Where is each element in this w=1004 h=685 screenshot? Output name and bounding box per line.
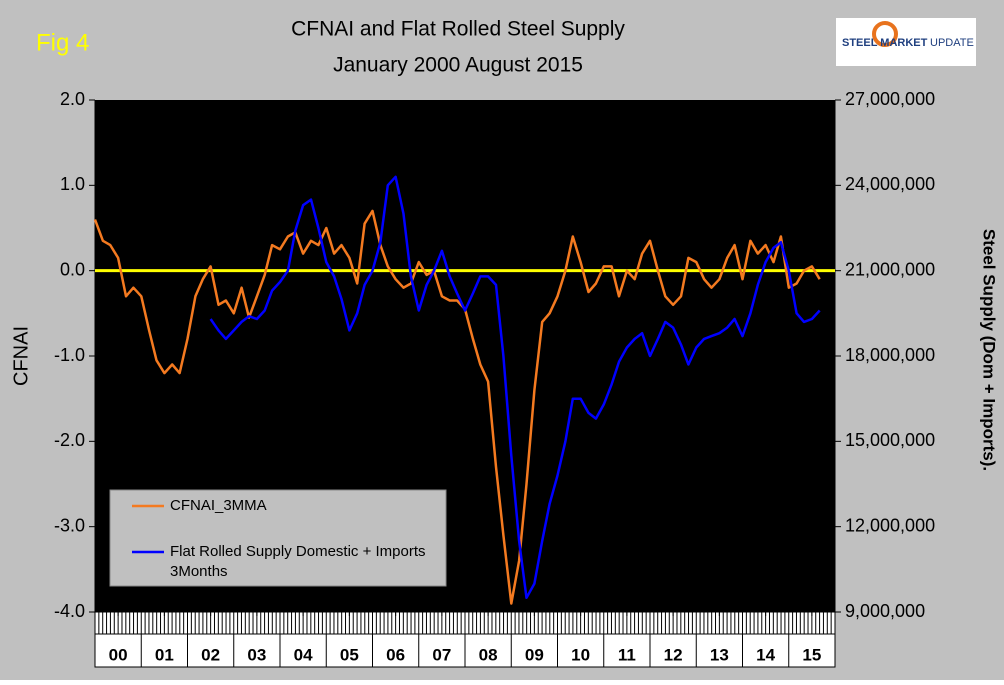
x-tick-label: 00 [109, 645, 128, 664]
x-tick-label: 04 [294, 645, 313, 664]
logo-box [836, 18, 976, 66]
y2-tick-label: 21,000,000 [845, 259, 935, 279]
series-line [93, 209, 821, 605]
x-tick-label: 09 [525, 645, 544, 664]
legend: CFNAI_3MMA Flat Rolled Supply Domestic + … [109, 489, 447, 587]
y-tick-label: -1.0 [54, 345, 85, 365]
axes: 2.0 1.0 0.0 -1.0 -2.0 -3.0 -4.0 27,000,000 24,00… [54, 89, 935, 667]
y2-tick-label: 24,000,000 [845, 174, 935, 194]
x-tick-label: 15 [802, 645, 821, 664]
chart-title: CFNAI and Flat Rolled Steel Supply [291, 18, 625, 41]
y-tick-label: -4.0 [54, 601, 85, 621]
x-tick-label: 11 [618, 645, 636, 664]
x-tick-label: 03 [247, 645, 266, 664]
legend-entry: Flat Rolled Supply Domestic + Imports 3M… [170, 543, 426, 580]
y-tick-label: 0.0 [60, 259, 85, 279]
legend-entry: CFNAI_3MMA [170, 497, 267, 514]
logo-text: UPDATE [930, 37, 974, 49]
x-tick-label: 14 [756, 645, 775, 664]
logo-icon [872, 21, 898, 47]
y-tick-label: -2.0 [54, 430, 85, 450]
x-tick-label: 06 [386, 645, 405, 664]
y-axis-label: CFNAI [10, 326, 32, 386]
y2-tick-label: 12,000,000 [845, 515, 935, 535]
y2-axis-label: Steel Supply (Dom + Imports). [980, 229, 999, 471]
y2-tick-label: 18,000,000 [845, 345, 935, 365]
legend-label: Flat Rolled Supply Domestic + Imports 3M… [170, 543, 426, 580]
legend-label: CFNAI_3MMA [170, 497, 267, 514]
x-tick-label: 05 [340, 645, 359, 664]
x-tick-label: 07 [432, 645, 451, 664]
figure-label: Fig 4 [36, 29, 89, 56]
y-tick-label: 1.0 [60, 174, 85, 194]
logo-text: STEEL MARKET [842, 37, 928, 49]
chart-subtitle: January 2000 August 2015 [333, 54, 583, 77]
legend-box [109, 489, 447, 587]
y2-tick-label: 15,000,000 [845, 430, 935, 450]
logo: STEEL MARKET UPDATE [836, 18, 976, 66]
x-tick-label: 08 [479, 645, 498, 664]
x-tick-label: 10 [571, 645, 590, 664]
lines [93, 175, 821, 605]
y-tick-label: -3.0 [54, 515, 85, 535]
y2-tick-label: 27,000,000 [845, 89, 935, 109]
series-line [209, 175, 821, 600]
x-tick-label: 02 [201, 645, 220, 664]
y2-tick-label: 9,000,000 [845, 601, 925, 621]
x-tick-label: 01 [155, 645, 174, 664]
x-tick-label: 13 [710, 645, 729, 664]
x-tick-label: 12 [664, 645, 683, 664]
y-tick-label: 2.0 [60, 89, 85, 109]
